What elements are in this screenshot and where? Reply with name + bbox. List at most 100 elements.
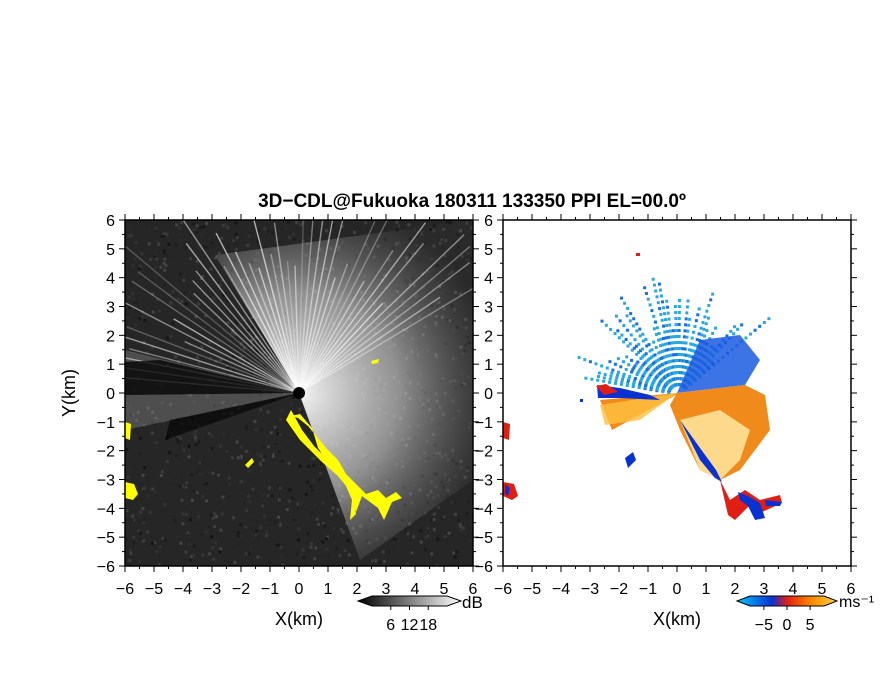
colorbar-tick-label: 5 xyxy=(806,617,815,634)
y-tick-label: 4 xyxy=(484,271,493,288)
edge-echo xyxy=(625,452,636,468)
echo-ray xyxy=(137,271,300,394)
echo-ray xyxy=(298,277,336,394)
x-tick-label: 4 xyxy=(411,581,420,598)
approaching-edge xyxy=(738,492,765,520)
x-tick-label: −2 xyxy=(232,581,250,598)
receding-region xyxy=(600,393,677,425)
echo-ray xyxy=(298,220,388,394)
x-tick-label: 5 xyxy=(818,581,827,598)
velocity-colorbar-bar xyxy=(735,595,839,607)
y-tick-label: 1 xyxy=(106,357,115,374)
x-tick-label: 5 xyxy=(440,581,449,598)
outlier-pixel xyxy=(580,399,583,402)
echo-ray xyxy=(215,232,300,394)
right-x-axis-label: X(km) xyxy=(653,609,701,629)
reflectivity-colorbar-ticks: 6 12 18 xyxy=(386,606,437,634)
y-tick-label: −2 xyxy=(97,444,115,461)
x-tick-label: 3 xyxy=(760,581,769,598)
echo-ray xyxy=(125,336,300,394)
x-tick-label: −3 xyxy=(203,581,221,598)
highlight-echo xyxy=(290,414,402,520)
x-tick-label: −4 xyxy=(552,581,570,598)
echo-ray xyxy=(253,220,300,394)
approaching-edge xyxy=(680,420,722,482)
echo-ray xyxy=(129,348,300,394)
reflectivity-colorbar-unit: dB xyxy=(462,593,483,612)
x-tick-label: −5 xyxy=(523,581,541,598)
edge-echo xyxy=(503,422,510,440)
highlight-echo xyxy=(125,482,138,500)
highlight-echo xyxy=(245,458,254,468)
velocity-colorbar-ticks: −5 0 5 xyxy=(755,606,815,634)
x-tick-label: −5 xyxy=(145,581,163,598)
x-tick-label: −4 xyxy=(174,581,192,598)
y-tick-label: 0 xyxy=(106,386,115,403)
echo-ray xyxy=(195,270,300,394)
right-axis-ticks: −6 −5 −4 −3 −2 −1 0 1 2 3 4 5 6 6 5 4 3 2 1 0 −1 −2 −3 −4 −5 −6 xyxy=(475,213,857,598)
strong-receding-core xyxy=(680,410,750,480)
echo-ray xyxy=(298,280,365,394)
x-tick-label: −6 xyxy=(116,581,134,598)
y-tick-label: −5 xyxy=(475,530,493,547)
echo-ray xyxy=(298,242,425,394)
y-tick-label: −1 xyxy=(475,415,493,432)
y-tick-label: −2 xyxy=(475,444,493,461)
x-tick-label: 0 xyxy=(295,581,304,598)
highlight-echo xyxy=(371,359,379,364)
shadow-sector xyxy=(165,393,299,440)
velocity-colorbar: −5 0 5 ms⁻¹ xyxy=(735,594,874,634)
radar-site xyxy=(293,387,305,399)
y-tick-label: 0 xyxy=(484,386,493,403)
echo-ray xyxy=(298,220,324,394)
echo-ray xyxy=(223,265,300,394)
y-tick-label: 3 xyxy=(484,300,493,317)
y-tick-label: 6 xyxy=(484,213,493,230)
reflectivity-field xyxy=(125,220,473,566)
echo-ray xyxy=(248,263,300,394)
colorbar-tick-label: 18 xyxy=(419,617,437,634)
velocity-field xyxy=(503,253,782,520)
x-tick-label: 1 xyxy=(324,581,333,598)
echo-ray xyxy=(185,242,300,394)
echo-ray xyxy=(273,222,300,394)
x-tick-label: −6 xyxy=(494,581,512,598)
x-tick-label: −1 xyxy=(639,581,657,598)
y-tick-label: 2 xyxy=(484,328,493,345)
echo-ray xyxy=(126,326,300,394)
echo-ray xyxy=(184,340,300,394)
echo-ray xyxy=(131,280,300,394)
echo-ray xyxy=(298,261,471,394)
echo-ray xyxy=(298,302,384,394)
edge-echo xyxy=(505,484,510,496)
echo-ray xyxy=(298,220,334,394)
echo-ray xyxy=(298,250,394,394)
echo-ray xyxy=(298,263,349,394)
echo-ray xyxy=(173,318,300,394)
y-tick-label: −4 xyxy=(475,501,493,518)
y-tick-label: 2 xyxy=(106,328,115,345)
echo-ray xyxy=(125,302,300,394)
y-tick-label: 3 xyxy=(106,300,115,317)
echo-sector xyxy=(215,220,473,560)
echo-ray xyxy=(298,221,376,394)
y-tick-label: −6 xyxy=(97,559,115,576)
reflectivity-colorbar-bar xyxy=(356,595,463,607)
echo-ray xyxy=(258,267,300,394)
x-tick-label: 1 xyxy=(702,581,711,598)
shadow-sector xyxy=(125,360,299,395)
highlight-echo xyxy=(286,410,356,520)
y-tick-label: 6 xyxy=(106,213,115,230)
highlight-echo xyxy=(125,422,131,440)
x-tick-label: −3 xyxy=(581,581,599,598)
colorbar-tick-label: 6 xyxy=(386,617,395,634)
echo-ray xyxy=(125,245,300,394)
y-tick-label: −3 xyxy=(97,473,115,490)
left-panel: −6 −5 −4 −3 −2 −1 0 1 2 3 4 5 6 6 5 4 3 2 1 0 −1 −2 −3 −4 −5 −6 X… xyxy=(59,213,479,629)
outlier-pixel xyxy=(636,253,640,256)
x-tick-label: −1 xyxy=(261,581,279,598)
y-tick-label: 5 xyxy=(106,242,115,259)
colorbar-tick-label: 0 xyxy=(783,617,792,634)
y-tick-label: −5 xyxy=(97,530,115,547)
